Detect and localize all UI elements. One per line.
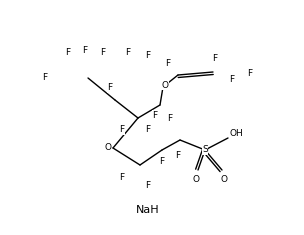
Text: F: F (165, 59, 171, 67)
Text: F: F (43, 74, 47, 82)
Text: F: F (119, 173, 125, 183)
Text: F: F (145, 125, 150, 134)
Text: F: F (126, 47, 130, 56)
Text: F: F (100, 47, 105, 56)
Text: F: F (119, 125, 125, 134)
Text: F: F (168, 114, 173, 122)
Text: F: F (230, 75, 235, 85)
Text: S: S (202, 145, 208, 154)
Text: OH: OH (229, 129, 243, 137)
Text: NaH: NaH (136, 205, 160, 215)
Text: F: F (247, 68, 253, 78)
Text: F: F (65, 47, 71, 56)
Text: F: F (82, 46, 88, 55)
Text: O: O (220, 176, 227, 184)
Text: O: O (192, 176, 199, 184)
Text: O: O (105, 144, 112, 153)
Text: F: F (145, 51, 150, 59)
Text: F: F (212, 54, 218, 63)
Text: F: F (175, 150, 181, 160)
Text: O: O (161, 81, 168, 90)
Text: F: F (145, 180, 150, 189)
Text: F: F (107, 83, 112, 93)
Text: F: F (159, 157, 164, 167)
Text: F: F (152, 110, 157, 120)
